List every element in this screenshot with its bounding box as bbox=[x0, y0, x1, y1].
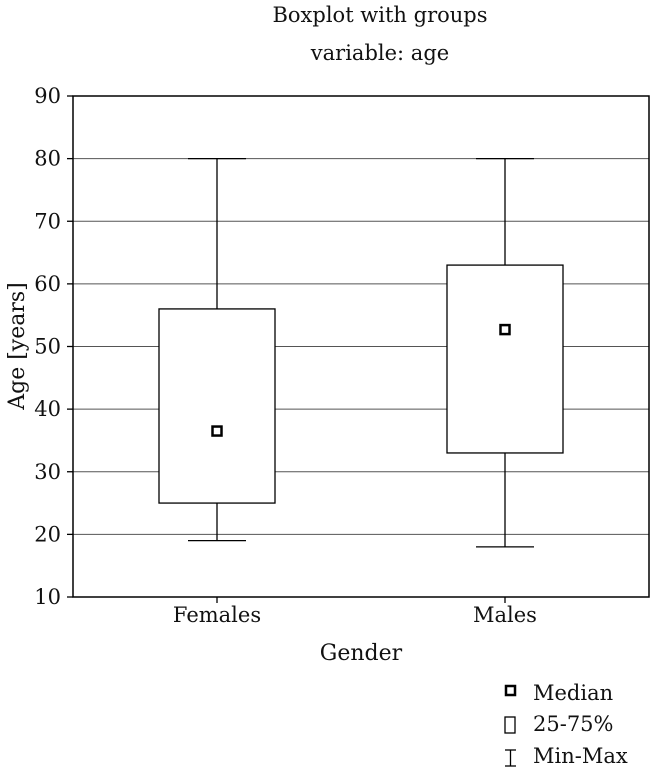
legend-whisker-marker bbox=[505, 749, 516, 767]
box-females bbox=[158, 157, 276, 542]
x-tick-label: Males bbox=[473, 603, 537, 627]
y-tick-label: 40 bbox=[34, 397, 61, 421]
y-axis-label: Age [years] bbox=[5, 282, 30, 411]
legend-box-marker bbox=[504, 716, 516, 734]
y-tick-label: 80 bbox=[34, 147, 61, 171]
legend-box-label: 25-75% bbox=[533, 712, 614, 736]
box-males bbox=[446, 157, 564, 548]
y-tick-label: 60 bbox=[34, 272, 61, 296]
legend-median-label: Median bbox=[533, 681, 613, 705]
chart-subtitle: variable: age bbox=[310, 41, 449, 65]
legend-median-marker bbox=[504, 684, 517, 697]
plot-frame bbox=[72, 95, 650, 598]
y-tick-label: 10 bbox=[34, 585, 61, 609]
y-axis-ticks: 10 20 30 40 50 60 70 80 90 bbox=[34, 84, 73, 609]
chart-title: Boxplot with groups bbox=[272, 3, 487, 27]
y-tick-label: 20 bbox=[34, 522, 61, 546]
legend-whisker-label: Min-Max bbox=[533, 744, 628, 768]
x-axis-label: Gender bbox=[320, 641, 403, 666]
iqr-box bbox=[446, 264, 564, 454]
median-marker bbox=[211, 425, 223, 437]
x-tick-label: Females bbox=[173, 603, 261, 627]
y-tick-label: 50 bbox=[34, 335, 61, 359]
x-axis-ticks: Females Males bbox=[173, 597, 537, 627]
legend: Median 25-75% Min-Max bbox=[504, 681, 628, 768]
box-series bbox=[158, 157, 564, 548]
y-tick-label: 30 bbox=[34, 460, 61, 484]
y-tick-label: 70 bbox=[34, 209, 61, 233]
iqr-box bbox=[158, 308, 276, 504]
median-marker bbox=[499, 323, 511, 336]
y-tick-label: 90 bbox=[34, 84, 61, 108]
